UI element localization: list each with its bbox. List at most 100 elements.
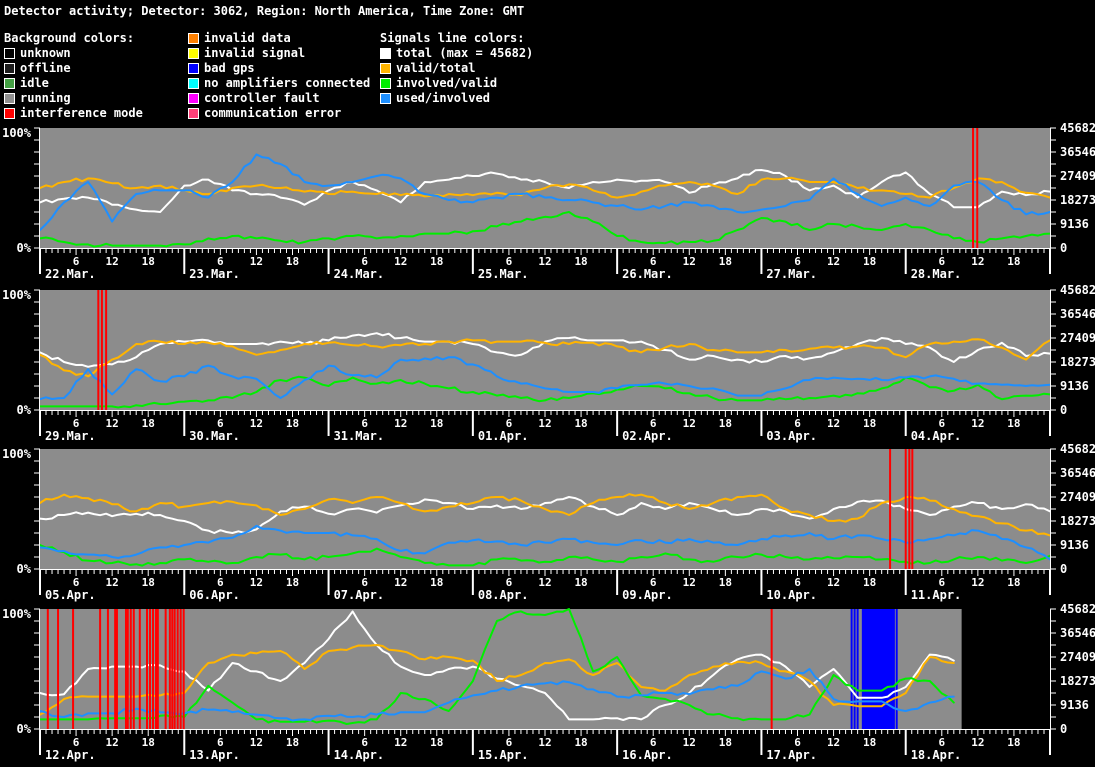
hour-label: 12 bbox=[394, 736, 407, 749]
hour-label: 6 bbox=[361, 417, 368, 430]
right-axis-label: 36546 bbox=[1060, 466, 1095, 480]
right-axis-label: 18273 bbox=[1060, 193, 1095, 207]
right-axis-label: 0 bbox=[1060, 241, 1067, 255]
right-axis-label: 9136 bbox=[1060, 217, 1089, 231]
date-label: 29.Mar. bbox=[45, 429, 96, 443]
hour-label: 6 bbox=[938, 576, 945, 589]
hour-label: 6 bbox=[506, 255, 513, 268]
date-label: 11.Apr. bbox=[911, 588, 962, 602]
hour-label: 12 bbox=[250, 576, 263, 589]
hour-label: 6 bbox=[506, 576, 513, 589]
unknown-swatch-icon bbox=[4, 48, 15, 59]
bad-gps-region bbox=[861, 609, 895, 729]
legend-column-status: invalid data invalid signal bad gps no ampl… bbox=[188, 31, 370, 121]
activity-chart-panel-1: 45682 36546 27409 18273 9136 0 100% 0% 6 12 18 22.M… bbox=[0, 121, 1095, 282]
used-involved-swatch-icon bbox=[380, 93, 391, 104]
no-amplifiers-connected-swatch-icon bbox=[188, 78, 199, 89]
hour-label: 6 bbox=[73, 576, 80, 589]
date-label: 18.Apr. bbox=[911, 748, 962, 762]
right-axis-label: 45682 bbox=[1060, 122, 1095, 135]
legend-item-total-max-45682: total (max = 45682) bbox=[380, 46, 533, 61]
running-swatch-icon bbox=[4, 93, 15, 104]
chart-svg-panel-2: 45682 36546 27409 18273 9136 0 100% 0% 6 12 18 29.M… bbox=[2, 283, 1095, 443]
date-label: 26.Mar. bbox=[622, 267, 673, 281]
hour-label: 18 bbox=[430, 255, 443, 268]
hour-label: 18 bbox=[719, 576, 732, 589]
hour-label: 18 bbox=[574, 736, 587, 749]
right-axis-label: 27409 bbox=[1060, 650, 1095, 664]
series-line-valid-total bbox=[39, 176, 1051, 199]
right-axis-label: 36546 bbox=[1060, 145, 1095, 159]
hour-label: 12 bbox=[683, 417, 696, 430]
right-axis-label: 45682 bbox=[1060, 443, 1095, 456]
hour-label: 12 bbox=[106, 576, 119, 589]
date-label: 06.Apr. bbox=[189, 588, 240, 602]
legend-item-offline: offline bbox=[4, 61, 143, 76]
hour-label: 12 bbox=[971, 255, 984, 268]
date-label: 25.Mar. bbox=[478, 267, 529, 281]
hour-label: 12 bbox=[971, 736, 984, 749]
right-axis-label: 9136 bbox=[1060, 379, 1089, 393]
series-line-involved-valid bbox=[39, 544, 1051, 567]
legend-background-title: Background colors: bbox=[4, 31, 135, 45]
involved-valid-swatch-icon bbox=[380, 78, 391, 89]
legend-item-label: interference mode bbox=[20, 106, 143, 120]
hour-label: 18 bbox=[142, 576, 155, 589]
right-axis-label: 45682 bbox=[1060, 603, 1095, 616]
right-axis-label: 36546 bbox=[1060, 626, 1095, 640]
hour-label: 12 bbox=[683, 255, 696, 268]
left-axis-bottom-label: 0% bbox=[17, 562, 32, 576]
left-axis-bottom-label: 0% bbox=[17, 241, 32, 255]
hour-label: 6 bbox=[361, 255, 368, 268]
hour-label: 6 bbox=[217, 576, 224, 589]
hour-label: 18 bbox=[863, 576, 876, 589]
legend-item-unknown: unknown bbox=[4, 46, 143, 61]
legend-item-communication-error: communication error bbox=[188, 106, 370, 121]
date-label: 05.Apr. bbox=[45, 588, 96, 602]
legend-signals-title: Signals line colors: bbox=[380, 31, 525, 45]
chart-svg-panel-1: 45682 36546 27409 18273 9136 0 100% 0% 6 12 18 22.M… bbox=[2, 121, 1095, 281]
legend-item-label: invalid data bbox=[204, 31, 291, 45]
hour-label: 6 bbox=[650, 417, 657, 430]
hour-label: 12 bbox=[971, 576, 984, 589]
series-line-total bbox=[39, 169, 1051, 213]
hour-label: 18 bbox=[719, 255, 732, 268]
legend-item-label: controller fault bbox=[204, 91, 320, 105]
hour-label: 18 bbox=[574, 417, 587, 430]
hour-label: 6 bbox=[506, 417, 513, 430]
legend-item-involved-valid: involved/valid bbox=[380, 76, 533, 91]
legend-column-signals: Signals line colors: total (max = 45682)… bbox=[380, 31, 533, 106]
date-label: 01.Apr. bbox=[478, 429, 529, 443]
right-axis-label: 0 bbox=[1060, 722, 1067, 736]
date-label: 30.Mar. bbox=[189, 429, 240, 443]
hour-label: 18 bbox=[719, 736, 732, 749]
legend-item-label: involved/valid bbox=[396, 76, 498, 90]
legend-item-controller-fault: controller fault bbox=[188, 91, 370, 106]
right-axis-label: 0 bbox=[1060, 562, 1067, 576]
hour-label: 18 bbox=[719, 417, 732, 430]
left-axis-top-label: 100% bbox=[2, 607, 32, 621]
hour-label: 12 bbox=[250, 736, 263, 749]
legend-item-label: running bbox=[20, 91, 71, 105]
hour-label: 18 bbox=[142, 417, 155, 430]
chart-svg-panel-3: 45682 36546 27409 18273 9136 0 100% 0% 6 12 18 05.A… bbox=[2, 442, 1095, 602]
legend-item-invalid-data: invalid data bbox=[188, 31, 370, 46]
date-label: 16.Apr. bbox=[622, 748, 673, 762]
right-axis-label: 18273 bbox=[1060, 355, 1095, 369]
left-axis-top-label: 100% bbox=[2, 126, 32, 140]
right-axis-label: 27409 bbox=[1060, 331, 1095, 345]
hour-label: 6 bbox=[217, 736, 224, 749]
hour-label: 12 bbox=[827, 255, 840, 268]
right-axis-label: 18273 bbox=[1060, 514, 1095, 528]
hour-label: 6 bbox=[938, 736, 945, 749]
hour-label: 12 bbox=[538, 576, 551, 589]
legend-column-background: Background colors: unknown offline idle run… bbox=[4, 31, 143, 121]
hour-label: 6 bbox=[794, 736, 801, 749]
legend-item-label: idle bbox=[20, 76, 49, 90]
hour-label: 12 bbox=[538, 417, 551, 430]
hour-label: 12 bbox=[106, 255, 119, 268]
hour-label: 6 bbox=[73, 736, 80, 749]
right-axis-label: 27409 bbox=[1060, 490, 1095, 504]
interference-mode-swatch-icon bbox=[4, 108, 15, 119]
